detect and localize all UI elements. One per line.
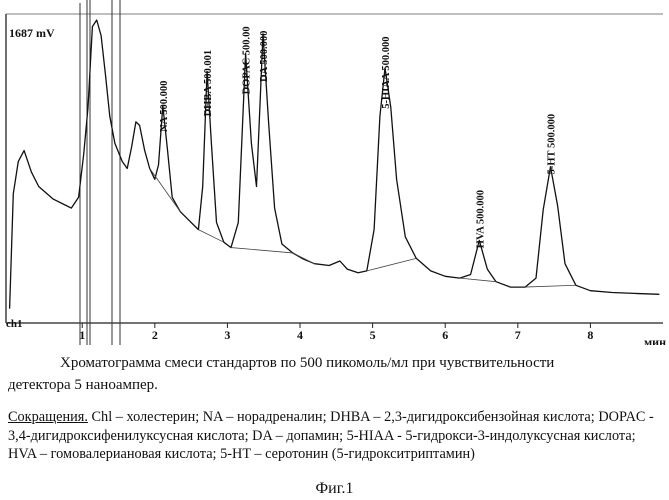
- x-tick-label: 8: [587, 328, 593, 342]
- integration-baseline: [231, 248, 293, 253]
- integration-baseline: [460, 278, 496, 282]
- x-ticks: 1 2 3 4 5 6 7 8: [79, 323, 593, 342]
- caption-line-1: Хроматограмма смеси стандартов по 500 пи…: [8, 352, 658, 374]
- peak-label: 5-HIAA 500.000: [381, 36, 392, 108]
- plot-frame: [6, 0, 663, 345]
- peak-label: DHBA 500.001: [203, 50, 214, 117]
- x-tick-label: 4: [297, 328, 303, 342]
- integration-baseline: [293, 253, 315, 264]
- x-tick-label: 1: [79, 328, 85, 342]
- chromatogram-trace: [10, 20, 660, 309]
- abbreviations-paragraph: Сокращения. Chl – холестерин; NA – норад…: [8, 408, 658, 464]
- abbreviations-text: Chl – холестерин; NA – норадреналин; DHB…: [8, 409, 654, 462]
- figure-caption: Хроматограмма смеси стандартов по 500 пи…: [8, 352, 658, 396]
- x-tick-label: 2: [152, 328, 158, 342]
- x-tick-label: 5: [370, 328, 376, 342]
- x-unit-label: мин: [644, 335, 666, 345]
- peak-label: 5-HT 500.000: [547, 114, 558, 174]
- chromatogram-svg: 1 2 3 4 5 6 7 8 NA 500.000 DHBA 500.001 DOPAC 500…: [0, 0, 669, 345]
- peak-labels: NA 500.000 DHBA 500.001 DOPAC 500.00 DA 500…: [159, 26, 558, 248]
- y-max-label: 1687 mV: [9, 26, 55, 40]
- integration-baseline: [150, 169, 180, 212]
- x-tick-label: 6: [442, 328, 448, 342]
- caption-line-2: детектора 5 наноампер.: [8, 374, 658, 396]
- x-tick-label: 7: [515, 328, 521, 342]
- chromatogram-chart: 1 2 3 4 5 6 7 8 NA 500.000 DHBA 500.001 DOPAC 500…: [0, 0, 669, 345]
- x-tick-label: 3: [224, 328, 230, 342]
- peak-label: NA 500.000: [159, 81, 170, 132]
- figure-label: Фиг.1: [0, 480, 669, 498]
- channel-label: ch1: [6, 318, 23, 330]
- peak-label: HVA 500.000: [475, 190, 486, 248]
- chart-marks: [10, 20, 660, 309]
- integration-baseline: [367, 258, 416, 271]
- peak-label: DOPAC 500.00: [242, 26, 253, 94]
- abbreviations-title: Сокращения.: [8, 409, 88, 425]
- integration-baseline: [525, 285, 576, 287]
- peak-label: DA 500.000: [259, 31, 270, 82]
